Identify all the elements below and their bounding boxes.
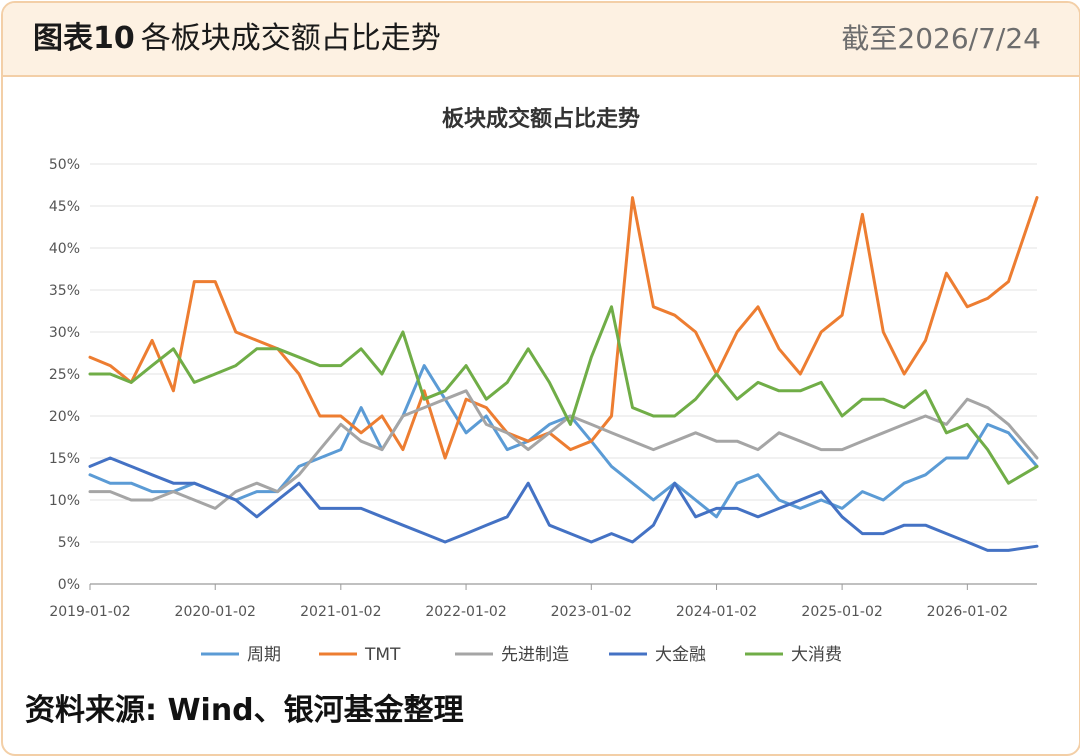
y-tick-label: 30% [49,325,80,341]
figure-title-text: 各板块成交额占比走势 [140,21,441,56]
chart-title: 板块成交额占比走势 [442,106,640,132]
x-axis: 2019-01-02 2020-01-02 2021-01-02 2022-01-02… [49,583,1037,620]
y-axis-ticks: 0% 5% 10% 15% 20% 25% 30% 35% 40% 45% 50% [49,157,80,593]
x-tick-label: 2021-01-02 [300,604,381,620]
x-tick-label: 2019-01-02 [49,604,130,620]
x-tick-label: 2026-01-02 [927,604,1008,620]
y-tick-label: 10% [49,493,80,509]
figure-header: 图表10 各板块成交额占比走势 截至2026/7/24 [3,3,1079,77]
legend-item: 大金融 [655,645,706,665]
series-line-3 [88,389,1039,510]
y-tick-label: 20% [49,409,80,425]
legend-item: 周期 [247,645,281,665]
y-tick-label: 35% [49,283,80,299]
y-tick-label: 5% [58,535,80,551]
x-tick-label: 2020-01-02 [175,604,256,620]
series-line-4 [88,456,1039,552]
series-lines [88,196,1039,552]
y-tick-label: 15% [49,451,80,467]
y-tick-label: 50% [49,157,80,173]
source-note: 资料来源: Wind、银河基金整理 [25,693,464,728]
series-line-5 [88,305,1039,485]
y-tick-label: 40% [49,241,80,257]
legend-item: 先进制造 [501,645,569,665]
legend-item: TMT [364,645,401,665]
line-chart: 板块成交额占比走势 0% 5% 10% 15% 20% 25% 30% 35% 40% 45% 50… [49,106,1039,665]
series-line-1 [88,364,1039,519]
x-tick-label: 2025-01-02 [801,604,882,620]
y-tick-label: 25% [49,367,80,383]
legend: 周期 TMT 先进制造 大金融 大消费 [201,645,842,665]
figure-title: 图表10 各板块成交额占比走势 [33,17,441,61]
x-tick-label: 2022-01-02 [425,604,506,620]
figure-number: 图表10 [33,21,135,56]
as-of-date: 截至2026/7/24 [841,22,1041,55]
gridlines [90,163,1037,543]
x-tick-label: 2023-01-02 [551,604,632,620]
y-tick-label: 45% [49,199,80,215]
series-line-2 [88,196,1039,460]
legend-item: 大消费 [791,645,842,665]
y-tick-label: 0% [58,577,80,593]
x-tick-label: 2024-01-02 [676,604,757,620]
